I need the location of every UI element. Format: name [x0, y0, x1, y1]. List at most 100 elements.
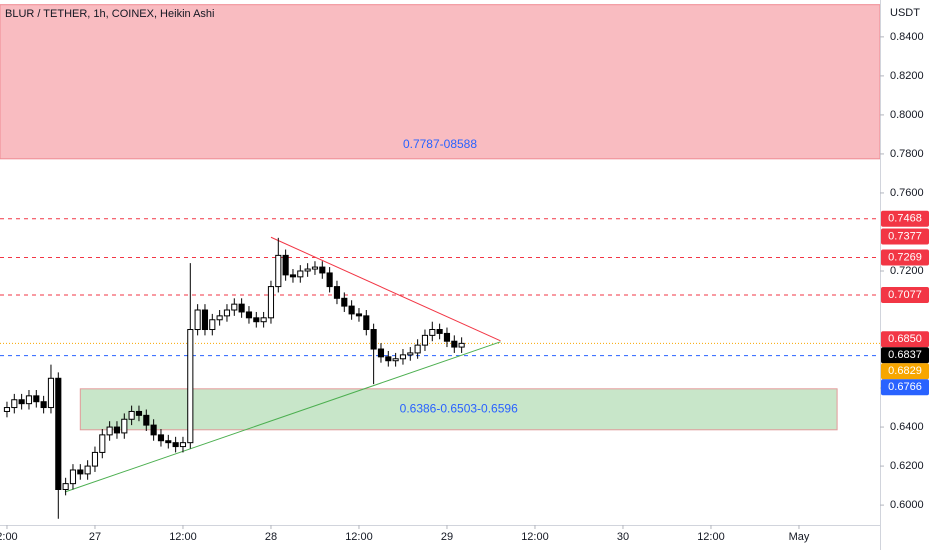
candle-body [275, 254, 282, 288]
price-tag [881, 347, 929, 364]
price-tag [881, 249, 929, 266]
candle-body [443, 332, 451, 342]
price-tag-label: 0.6829 [888, 365, 922, 377]
trendline [64, 341, 501, 493]
candle-body [311, 266, 319, 270]
candle-body [238, 303, 245, 313]
candle-body [363, 315, 370, 331]
candle-body [267, 286, 275, 319]
x-tick-label: 29 [441, 531, 453, 543]
candle-body [304, 268, 311, 272]
candle-body [128, 410, 135, 420]
price-tag-label: 0.6837 [888, 349, 922, 361]
candle-body [436, 329, 443, 334]
x-tick-label: 12:00 [169, 531, 197, 543]
candle-body [165, 440, 172, 444]
candle-body [355, 313, 363, 317]
candle-body [3, 407, 11, 412]
candle-body [414, 344, 421, 354]
y-tick-label: 0.7600 [890, 187, 924, 199]
candle-body [326, 272, 333, 288]
x-tick-label: 12:00 [697, 531, 725, 543]
candle-body [348, 305, 355, 315]
candle-body [172, 442, 179, 448]
y-tick-label: 0.8000 [890, 109, 924, 121]
candle-body [399, 354, 407, 360]
candle-body [150, 424, 157, 436]
candle-body [194, 309, 201, 331]
candle-body [18, 399, 25, 405]
candle-body [40, 401, 47, 409]
y-tick-label: 0.8400 [890, 31, 924, 43]
candle-body [47, 377, 55, 409]
candle-body [297, 270, 304, 278]
candle-body [143, 414, 150, 426]
price-tag-label: 0.7269 [888, 251, 922, 263]
candle-body [69, 469, 77, 485]
candle-body [223, 309, 231, 317]
candle-body [77, 469, 84, 475]
x-tick-label: 12:00 [521, 531, 549, 543]
x-tick-label: 27 [89, 531, 101, 543]
zone-label: 0.7787-08588 [403, 137, 477, 151]
candle-body [201, 309, 209, 331]
candle-body [179, 442, 187, 448]
candle-body [113, 426, 121, 434]
candle-body [421, 334, 429, 346]
price-tag [881, 363, 929, 380]
candle-body [25, 395, 33, 405]
price-tag [881, 379, 929, 396]
candle-body [385, 356, 392, 362]
candle-body [245, 311, 253, 319]
candle-body [253, 317, 260, 323]
candle-body [429, 329, 436, 336]
x-tick-label: 2:00 [0, 531, 18, 543]
price-tag-label: 0.7077 [888, 289, 922, 301]
candle-body [216, 315, 223, 321]
y-tick-label: 0.6200 [890, 460, 924, 472]
candle-body [282, 254, 289, 276]
candle-body [370, 329, 377, 350]
trendline [270, 236, 501, 342]
candle-body [121, 418, 128, 434]
candle-body [407, 352, 414, 356]
y-axis-label: USDT [890, 7, 920, 19]
y-tick-label: 0.7800 [890, 148, 924, 160]
price-tag [881, 331, 929, 348]
y-tick-label: 0.6400 [890, 421, 924, 433]
price-tag [881, 210, 929, 227]
y-tick-label: 0.8200 [890, 70, 924, 82]
candle-body [289, 274, 297, 278]
x-tick-label: 12:00 [345, 531, 373, 543]
candle-body [319, 266, 326, 274]
price-tag [881, 286, 929, 303]
plot-area: 0.7787-08588 0.6386-0.6503-0.6596 [0, 4, 881, 519]
candle-body [333, 286, 341, 299]
candle-body [84, 465, 91, 475]
zone [79, 388, 838, 431]
candle-body [135, 410, 143, 416]
candle-body [106, 426, 113, 436]
price-tag [881, 228, 929, 245]
candle-body [99, 434, 106, 453]
y-tick-label: 0.6000 [890, 499, 924, 511]
x-tick-label: 28 [265, 531, 277, 543]
candle-body [11, 399, 18, 409]
candle-body [157, 434, 165, 442]
zone-label: 0.6386-0.6503-0.6596 [400, 401, 518, 415]
zone [0, 4, 881, 160]
price-tag-label: 0.7377 [888, 230, 922, 242]
candle-body [62, 483, 69, 490]
candle-body [260, 317, 267, 323]
candle-body [451, 340, 458, 348]
candle-body [91, 451, 99, 467]
x-tick-label: May [789, 531, 810, 543]
price-tag-label: 0.6766 [888, 381, 922, 393]
candle-body [377, 348, 385, 358]
candle-body [231, 303, 238, 311]
y-tick-label: 0.7200 [890, 265, 924, 277]
candle-body [341, 297, 348, 307]
candle-body [187, 329, 194, 444]
